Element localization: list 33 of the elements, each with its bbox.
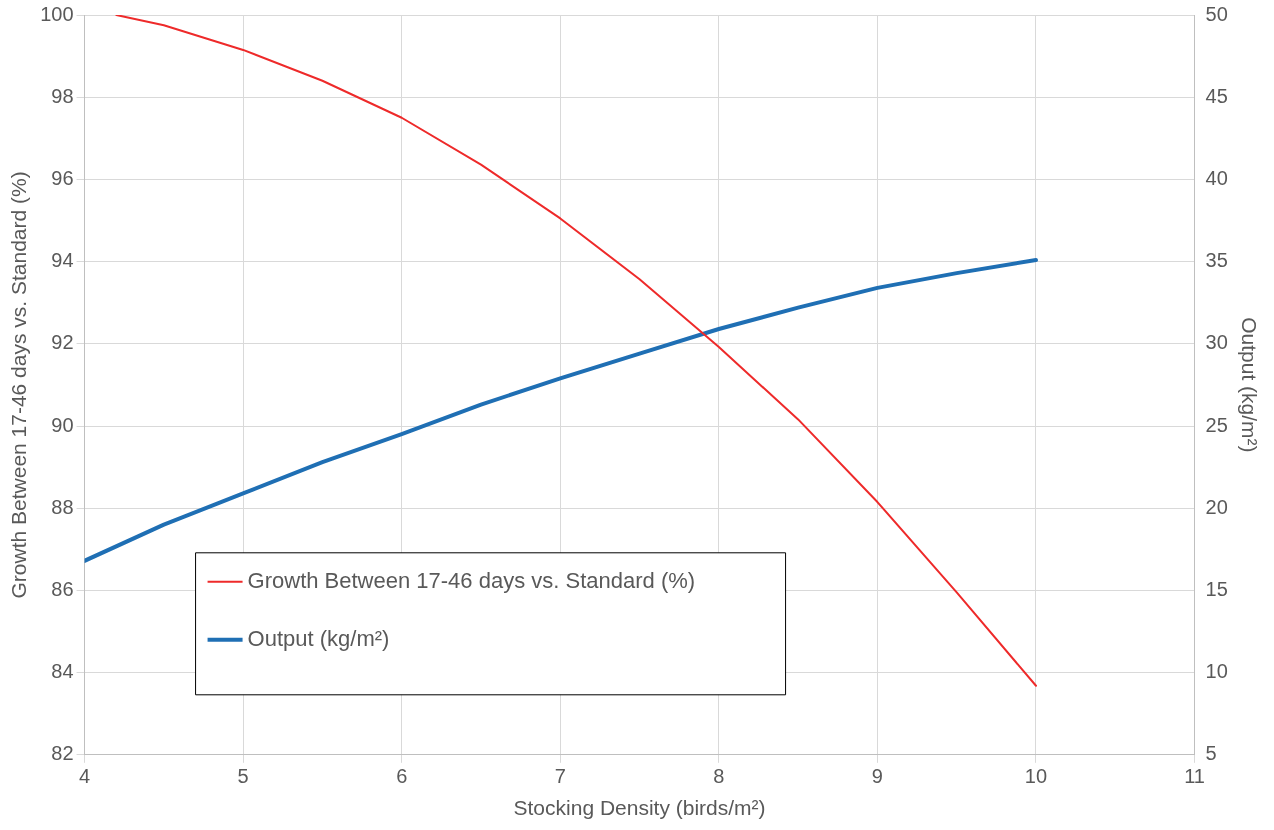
y-tick-label: 96 [51, 166, 74, 189]
y2-tick-label: 50 [1205, 2, 1228, 25]
x-tick-label: 10 [1024, 765, 1048, 788]
x-tick-label: 11 [1184, 765, 1205, 788]
y2-tick-label: 20 [1205, 495, 1228, 518]
y2-tick-label: 15 [1205, 577, 1228, 600]
y2-tick-label: 35 [1205, 249, 1228, 272]
legend-label: Growth Between 17-46 days vs. Standard (%) [247, 567, 696, 593]
y2-tick-label: 45 [1205, 84, 1228, 107]
y2-tick-label: 30 [1205, 331, 1228, 354]
y-axis-title: Growth Between 17-46 days vs. Standard (%) [7, 171, 31, 599]
x-tick-label: 9 [871, 765, 883, 788]
y2-axis-title: Output (kg/m²) [1237, 317, 1261, 453]
y2-tick-label: 10 [1205, 660, 1228, 683]
y-tick-label: 90 [51, 413, 74, 436]
y-tick-label: 84 [51, 660, 74, 683]
y-tick-label: 82 [51, 742, 74, 765]
y-tick-label: 88 [51, 495, 74, 518]
y-tick-label: 92 [51, 331, 74, 354]
x-tick-label: 6 [396, 765, 408, 788]
y2-tick-label: 25 [1205, 413, 1228, 436]
x-tick-label: 4 [79, 765, 91, 788]
x-axis-title: Stocking Density (birds/m²) [513, 796, 766, 820]
legend-label: Output (kg/m²) [247, 625, 390, 651]
y-tick-label: 100 [40, 2, 74, 25]
x-tick-label: 7 [554, 765, 566, 788]
y-tick-label: 94 [51, 249, 74, 272]
x-tick-label: 8 [713, 765, 725, 788]
y2-tick-label: 5 [1205, 742, 1217, 765]
y-tick-label: 86 [51, 577, 74, 600]
y-tick-label: 98 [51, 84, 74, 107]
y2-tick-label: 40 [1205, 166, 1228, 189]
x-tick-label: 5 [237, 765, 249, 788]
